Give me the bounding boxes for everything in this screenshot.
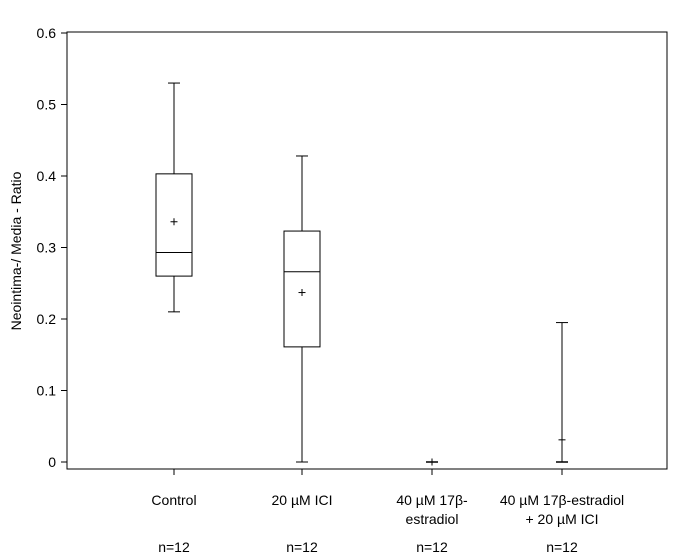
y-tick-label: 0.5 xyxy=(37,97,57,113)
y-axis: 0 0.1 0.2 0.3 0.4 0.5 0.6 xyxy=(37,25,67,470)
plot-area xyxy=(66,31,668,470)
box-series xyxy=(155,82,568,466)
y-tick-label: 0 xyxy=(48,454,56,470)
sample-size-label: n=12 xyxy=(546,539,578,555)
box-3 xyxy=(426,458,438,466)
x-category-label: 40 µM 17β-estradiol xyxy=(500,492,624,508)
y-tick-label: 0.6 xyxy=(37,25,57,41)
iqr-box xyxy=(155,173,193,277)
y-axis-label: Neointima-/ Media - Ratio xyxy=(8,171,24,330)
y-tick-label: 0.4 xyxy=(37,168,57,184)
y-tick-label: 0.2 xyxy=(37,311,57,327)
y-tick-label: 0.3 xyxy=(37,240,57,256)
x-category-label: 40 µM 17β- xyxy=(396,492,468,508)
sample-size-label: n=12 xyxy=(286,539,318,555)
x-category-label: 20 µM ICI xyxy=(272,492,333,508)
y-tick-label: 0.1 xyxy=(37,383,57,399)
box-4 xyxy=(556,322,568,463)
x-category-label: Control xyxy=(151,492,196,508)
x-category-label: estradiol xyxy=(406,511,459,527)
sample-size-label: n=12 xyxy=(158,539,190,555)
box-1 xyxy=(155,82,193,313)
sample-size-label: n=12 xyxy=(416,539,448,555)
iqr-box xyxy=(283,230,321,348)
box-2 xyxy=(283,155,321,463)
x-category-label: + 20 µM ICI xyxy=(525,511,598,527)
x-axis-labels: Control n=12 20 µM ICI n=12 40 µM 17β-estrad… xyxy=(151,469,624,555)
